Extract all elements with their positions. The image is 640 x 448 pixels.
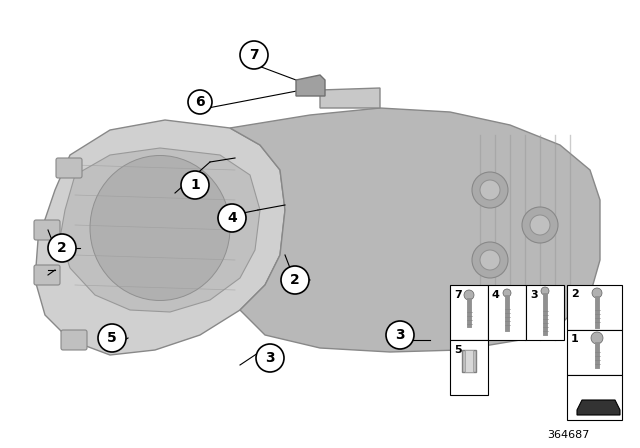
Circle shape — [592, 288, 602, 298]
Bar — [462, 350, 476, 372]
Text: 5: 5 — [454, 345, 461, 355]
Text: 1: 1 — [190, 178, 200, 192]
Circle shape — [386, 321, 414, 349]
Text: 6: 6 — [195, 95, 205, 109]
Circle shape — [591, 332, 603, 344]
Text: 364687: 364687 — [548, 430, 590, 440]
Text: 3: 3 — [395, 328, 405, 342]
Circle shape — [530, 215, 550, 235]
Circle shape — [503, 289, 511, 297]
Circle shape — [472, 242, 508, 278]
Circle shape — [464, 290, 474, 300]
Polygon shape — [577, 400, 620, 415]
Circle shape — [256, 344, 284, 372]
Circle shape — [218, 204, 246, 232]
Circle shape — [472, 172, 508, 208]
Circle shape — [522, 207, 558, 243]
Bar — [567, 285, 622, 330]
Text: 4: 4 — [227, 211, 237, 225]
Polygon shape — [296, 75, 325, 96]
Text: 1: 1 — [571, 334, 579, 344]
Circle shape — [181, 171, 209, 199]
Circle shape — [188, 90, 212, 114]
Text: 7: 7 — [249, 48, 259, 62]
Circle shape — [48, 234, 76, 262]
Bar — [567, 330, 622, 375]
FancyBboxPatch shape — [56, 158, 82, 178]
Text: 2: 2 — [290, 273, 300, 287]
Ellipse shape — [90, 155, 230, 301]
FancyBboxPatch shape — [34, 220, 60, 240]
Polygon shape — [60, 148, 260, 312]
Text: 3: 3 — [265, 351, 275, 365]
FancyBboxPatch shape — [61, 330, 87, 350]
Circle shape — [281, 266, 309, 294]
Circle shape — [98, 324, 126, 352]
Circle shape — [480, 180, 500, 200]
FancyBboxPatch shape — [34, 265, 60, 285]
Polygon shape — [35, 120, 285, 355]
Text: 3: 3 — [530, 290, 538, 300]
Text: 4: 4 — [492, 290, 500, 300]
Bar — [450, 285, 488, 340]
Circle shape — [541, 287, 549, 295]
Bar — [567, 375, 622, 420]
Circle shape — [240, 41, 268, 69]
Polygon shape — [320, 88, 380, 108]
Circle shape — [480, 250, 500, 270]
Bar — [450, 340, 488, 395]
Text: 7: 7 — [454, 290, 461, 300]
Bar — [488, 285, 526, 340]
Bar — [465, 350, 473, 372]
Polygon shape — [230, 108, 600, 352]
Text: 2: 2 — [571, 289, 579, 299]
Bar — [526, 285, 564, 340]
Text: 5: 5 — [107, 331, 117, 345]
Text: 2: 2 — [57, 241, 67, 255]
